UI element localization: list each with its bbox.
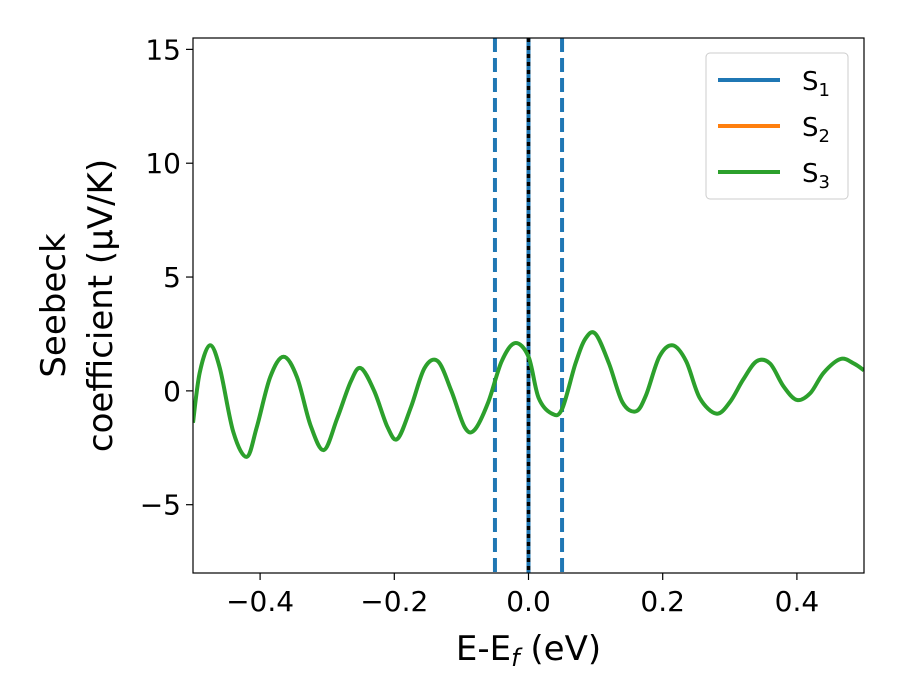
x-tick-label: 0.2: [640, 585, 685, 618]
x-tick-label: −0.4: [226, 585, 294, 618]
x-axis-ticks: −0.4 −0.2 0.0 0.2 0.4: [226, 573, 819, 618]
y-tick-label: 10: [145, 147, 181, 180]
y-axis-label-line1: Seebeck: [34, 233, 74, 378]
series-lines: [193, 330, 864, 459]
y-tick-label: −5: [140, 489, 181, 522]
x-tick-label: 0.4: [775, 585, 820, 618]
series-line-s3: [193, 330, 864, 459]
x-axis-label: E-Ef (eV): [456, 629, 601, 672]
legend-label-s1: S1: [802, 67, 830, 101]
x-tick-label: −0.2: [360, 585, 428, 618]
y-tick-label: 0: [163, 375, 181, 408]
y-tick-label: 15: [145, 33, 181, 66]
vertical-lines: [492, 38, 565, 573]
legend-label-s2: S2: [802, 113, 830, 147]
y-tick-label: 5: [163, 261, 181, 294]
y-axis-ticks: −5 0 5 10 15: [140, 33, 193, 522]
legend: S1 S2 S3: [705, 52, 849, 200]
x-tick-label: 0.0: [506, 585, 551, 618]
y-axis-label-line2: coefficient (μV/K): [81, 159, 121, 452]
legend-label-s3: S3: [802, 159, 830, 193]
